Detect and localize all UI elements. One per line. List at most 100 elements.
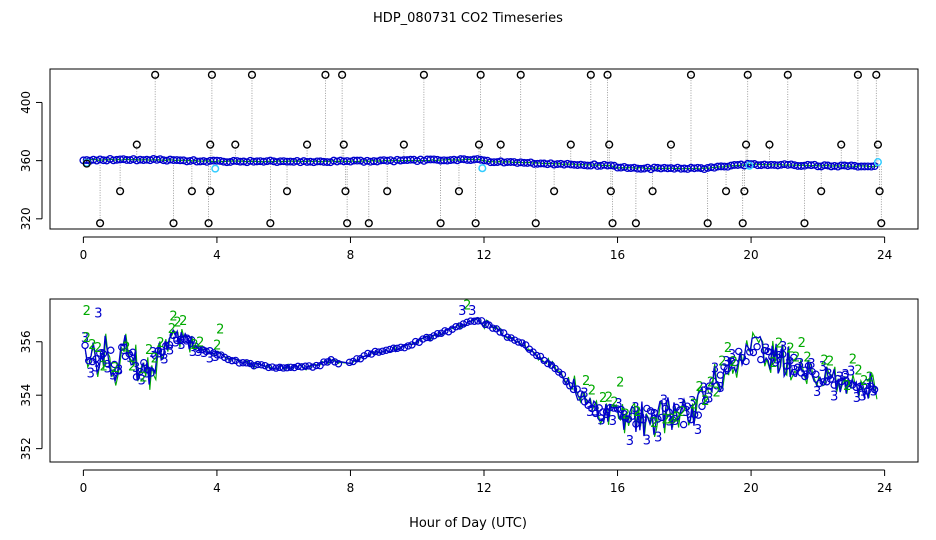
- digit-3-marker: 3: [677, 397, 685, 412]
- series-point: [81, 341, 89, 350]
- x-tick-label: 8: [347, 248, 355, 262]
- spike-point: [187, 187, 196, 196]
- plot-frame: [49, 298, 919, 463]
- spike-point: [204, 219, 213, 228]
- series-point: [184, 335, 192, 344]
- spike-point: [606, 187, 615, 196]
- spike-point: [783, 70, 792, 79]
- digit-2-marker: 2: [610, 396, 618, 411]
- series-point: [246, 359, 255, 368]
- spike-point: [95, 219, 105, 228]
- x-axis: 0 4 8 12 16 20 24: [80, 236, 892, 262]
- digit-2-marker: 2: [849, 353, 857, 368]
- digit-3-marker: 3: [796, 357, 804, 372]
- series-point: [716, 371, 725, 379]
- cyan-point: [478, 164, 487, 173]
- digit-2-marker: 2: [588, 383, 596, 398]
- series-point: [496, 328, 504, 336]
- series-point: [165, 340, 174, 349]
- x-axis-label: Hour of Day (UTC): [409, 516, 527, 531]
- series-point: [118, 343, 126, 351]
- digit-2-marker: 2: [190, 338, 198, 353]
- spike-point: [531, 219, 540, 228]
- series-point: [136, 367, 144, 376]
- series-point: [169, 331, 177, 340]
- spike-point: [231, 140, 240, 149]
- digit-3-marker: 3: [637, 412, 645, 427]
- series-point: [588, 404, 596, 413]
- series-point: [209, 349, 218, 357]
- series-point: [735, 347, 743, 356]
- series-point: [279, 364, 288, 372]
- series-point: [92, 355, 100, 363]
- series-point: [217, 351, 225, 359]
- series-point: [768, 353, 776, 361]
- series-point: [228, 356, 236, 365]
- series-point: [474, 317, 482, 325]
- digit-2-marker: 2: [179, 314, 187, 329]
- series-point: [103, 359, 111, 368]
- series-point: [99, 350, 108, 358]
- digit-3-marker: 3: [722, 355, 730, 370]
- series-point: [749, 348, 758, 357]
- series-point: [621, 414, 629, 422]
- series-point: [235, 359, 243, 367]
- series-point: [511, 336, 519, 344]
- spike-point: [339, 140, 348, 149]
- digit-3-marker: 3: [177, 338, 185, 353]
- spike-point: [740, 187, 749, 196]
- spike-point: [247, 70, 257, 79]
- y-tick-label: 356: [19, 330, 33, 353]
- x-tick-label: 12: [476, 481, 491, 495]
- series-point: [738, 354, 747, 362]
- digit-2-marker: 2: [792, 350, 800, 365]
- series-point: [845, 379, 853, 388]
- series-point: [154, 346, 163, 355]
- digit-2-marker: 2: [111, 361, 119, 376]
- series-point: [202, 347, 210, 356]
- series-point: [856, 382, 864, 391]
- series-point: [198, 345, 207, 354]
- series-point: [815, 379, 824, 388]
- digit-3-marker: 3: [172, 336, 180, 351]
- series-point: [360, 352, 368, 360]
- series-point: [632, 420, 640, 428]
- digit-2-marker: 2: [650, 416, 658, 431]
- x-tick-label: 24: [877, 248, 892, 262]
- series-point: [250, 362, 258, 370]
- spike-point: [266, 219, 275, 228]
- series-point: [819, 378, 827, 386]
- digit-2-marker: 2: [196, 336, 204, 351]
- series-point: [213, 351, 221, 359]
- digit-3-marker: 3: [626, 434, 634, 449]
- series-point: [514, 338, 523, 346]
- series-point: [503, 333, 512, 341]
- digit-3-marker: 3: [149, 346, 157, 361]
- series-point: [257, 361, 266, 369]
- series-point: [801, 372, 809, 381]
- digit-2-marker: 2: [582, 374, 590, 389]
- plot-frame: [49, 68, 919, 230]
- series-point: [533, 351, 541, 360]
- series-point: [334, 360, 343, 368]
- digit-2-marker: 2: [605, 391, 613, 406]
- digit-2-marker: 2: [622, 408, 630, 423]
- series-point: [96, 349, 104, 357]
- spike-point: [116, 187, 125, 196]
- series-point: [110, 360, 119, 369]
- digit-2-marker: 2: [667, 413, 675, 428]
- digit-3-marker: 3: [688, 395, 696, 410]
- digit-3-marker: 3: [183, 334, 191, 349]
- series-point: [654, 415, 662, 423]
- cyan-point: [873, 158, 882, 167]
- spike-point: [800, 219, 809, 228]
- spike-point: [282, 187, 292, 196]
- series-point: [793, 363, 802, 371]
- y-axis: 320 360 400: [19, 91, 43, 230]
- digit-3-marker: 3: [211, 350, 219, 365]
- series-point: [724, 365, 732, 373]
- digit-3-marker: 3: [705, 391, 713, 406]
- digit-2-marker: 2: [216, 323, 224, 338]
- series-point: [345, 358, 354, 367]
- spike-point: [873, 140, 883, 149]
